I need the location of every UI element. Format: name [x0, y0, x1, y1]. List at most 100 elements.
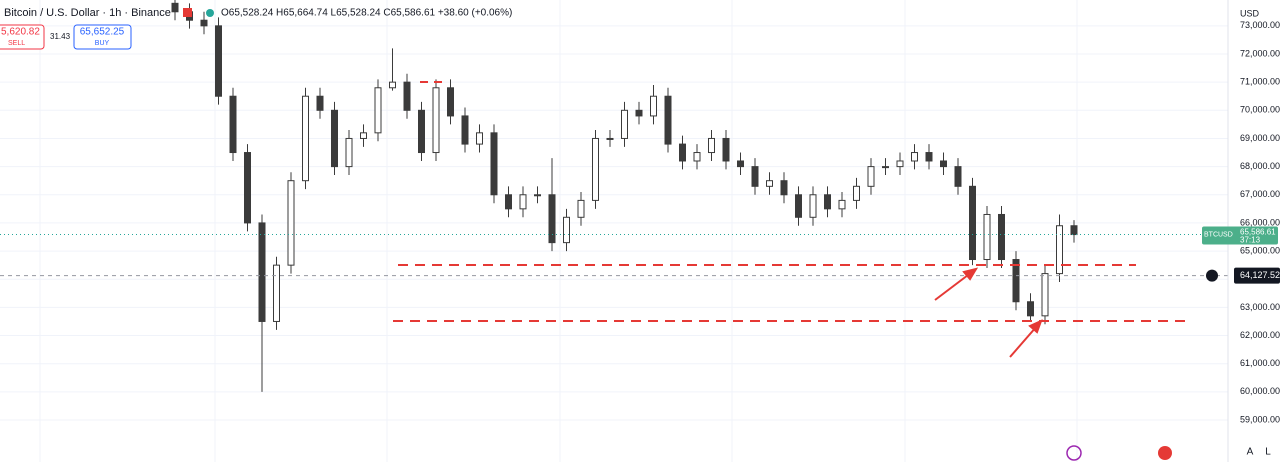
spread: 31.43 [50, 32, 71, 41]
candle-body [592, 137, 599, 201]
drawings [393, 81, 1186, 358]
candle-body [722, 137, 730, 162]
vertical-grid [39, 0, 1078, 462]
candle-body [621, 109, 628, 139]
flag-us-icon[interactable] [1158, 446, 1172, 460]
symbol-title: Bitcoin / U.S. Dollar · 1h · Binance [4, 7, 171, 19]
y-tick-label: 59,000.00 [1240, 414, 1280, 424]
candle-body [708, 137, 715, 154]
candle-body [447, 87, 454, 117]
candle-body [548, 194, 556, 244]
candle-body [563, 216, 570, 244]
plot-area [0, 0, 1228, 421]
candle-body [389, 81, 396, 89]
y-tick-label: 61,000.00 [1240, 358, 1280, 368]
candle-body [418, 109, 425, 154]
candle-body [795, 194, 802, 218]
buy-label[interactable]: BUY [95, 40, 110, 47]
y-tick-label: 67,000.00 [1240, 189, 1280, 199]
candle-body [853, 185, 860, 201]
y-tick-label: 66,000.00 [1240, 217, 1280, 227]
candle-body [737, 160, 744, 168]
buy-button[interactable] [73, 24, 132, 50]
countdown: 37:13 [1240, 236, 1261, 245]
add-alert-icon[interactable] [1206, 269, 1218, 282]
status-dot [206, 9, 214, 17]
symbol-tag: BTCUSD [1204, 231, 1233, 238]
candle-body [505, 194, 512, 210]
sell-price[interactable]: 5,620.82 [1, 27, 40, 38]
candle-body [679, 143, 686, 162]
axis-labels: 59,000.00 60,000.00 61,000.00 62,000.00 63,0… [1240, 20, 1280, 424]
candle-body [345, 137, 353, 168]
arrow-head [1028, 319, 1043, 334]
candle-body [693, 152, 701, 162]
last-price-label: 65,586.61 [1240, 228, 1276, 237]
candle-body [780, 180, 788, 196]
candle-body [925, 152, 933, 162]
candle-body [577, 199, 585, 218]
candle-body [229, 95, 237, 154]
candle-body [911, 152, 918, 162]
replay-icon[interactable] [1066, 445, 1082, 461]
candle-body [432, 87, 440, 154]
candle-body [867, 166, 875, 187]
candle-body [635, 109, 643, 117]
candle-body [664, 95, 672, 145]
candle-body [476, 132, 483, 145]
candle-body [824, 194, 831, 210]
y-tick-label: 63,000.00 [1240, 302, 1280, 312]
candle-body [1070, 225, 1078, 236]
candle-body [940, 160, 947, 168]
candle-body [766, 180, 773, 187]
candle-body [1027, 301, 1034, 317]
candle-body [1056, 225, 1063, 275]
candle-body [171, 2, 179, 13]
y-tick-label: 71,000.00 [1240, 77, 1280, 87]
candle-body [287, 180, 295, 266]
candle-body [519, 194, 527, 210]
candle-body [200, 19, 208, 27]
candle-body [896, 160, 904, 168]
arrow-head [962, 267, 979, 281]
candle-body [838, 199, 846, 210]
candle-body [998, 213, 1005, 261]
candle-body [374, 87, 382, 134]
candle-body [606, 137, 614, 140]
log-toggle[interactable]: L [1265, 447, 1271, 458]
y-tick-label: 60,000.00 [1240, 386, 1280, 396]
y-tick-label: 62,000.00 [1240, 330, 1280, 340]
candle-body [316, 95, 324, 111]
candle-body [244, 152, 251, 224]
sell-button[interactable] [0, 24, 45, 50]
currency[interactable]: USD [1240, 8, 1260, 18]
candle-body [360, 132, 367, 139]
last-price-tag [1202, 226, 1278, 245]
candle-body [331, 109, 338, 168]
crosshair-tag [1234, 267, 1280, 284]
y-tick-label: 70,000.00 [1240, 105, 1280, 115]
y-tick-label: 69,000.00 [1240, 133, 1280, 143]
candle-body [258, 222, 266, 322]
candle-body [809, 194, 817, 218]
candle-body [650, 95, 657, 117]
arrow [934, 271, 973, 301]
arrow [1009, 325, 1038, 358]
sell-label[interactable]: SELL [8, 40, 25, 47]
buy-price[interactable]: 65,652.25 [80, 27, 125, 38]
candle-body [954, 166, 962, 187]
y-tick-label: 73,000.00 [1240, 20, 1280, 30]
auto-toggle[interactable]: A [1247, 447, 1254, 458]
candle-body [215, 25, 222, 97]
flag-icon[interactable] [183, 8, 192, 17]
candle-body [461, 115, 469, 145]
y-tick-label: 65,000.00 [1240, 245, 1280, 255]
candle-body [983, 213, 991, 261]
y-tick-label: 68,000.00 [1240, 161, 1280, 171]
candle-body [403, 81, 411, 111]
candle-body [534, 194, 541, 197]
candle-body [1012, 259, 1020, 303]
candle-body [1041, 273, 1049, 317]
candle-body [969, 185, 976, 261]
candle-body [490, 132, 498, 196]
